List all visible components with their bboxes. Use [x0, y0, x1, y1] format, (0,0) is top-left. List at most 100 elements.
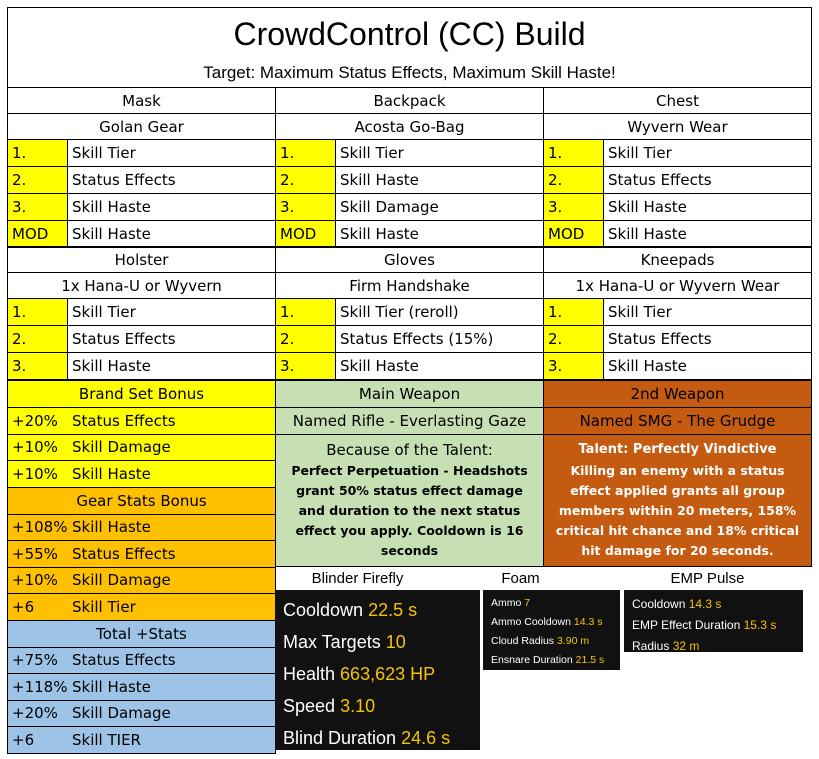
- attribute-rank: 2.: [275, 166, 336, 194]
- gear-slot: Chest: [543, 87, 812, 114]
- weapon-name: Named Rifle - Everlasting Gaze: [275, 407, 544, 435]
- bonus-stat: Skill TIER: [72, 730, 141, 749]
- attribute-rank: 3.: [275, 193, 336, 221]
- attribute-rank: 1.: [275, 139, 336, 167]
- attribute-stat: Skill Haste: [335, 352, 544, 380]
- gear-name: Acosta Go-Bag: [275, 113, 544, 140]
- gear-slot: Mask: [7, 87, 276, 114]
- attribute-stat: Status Effects: [603, 166, 812, 194]
- stat-label: Cloud Radius: [491, 635, 555, 647]
- bonus-row: +6 Skill TIER: [7, 726, 276, 754]
- attribute-stat: Skill Haste: [603, 220, 812, 248]
- skill-stats: Ammo 7 Ammo Cooldown 14.3 s Cloud Radius 3…: [483, 590, 620, 670]
- bonus-amount: +20%: [12, 411, 58, 430]
- skill-stat: Cooldown 22.5 s: [283, 594, 472, 626]
- attribute-stat: Skill Haste: [603, 352, 812, 380]
- attribute-stat: Skill Haste: [335, 220, 544, 248]
- attribute-rank: 2.: [7, 166, 68, 194]
- attribute-rank: 1.: [275, 298, 336, 326]
- stat-value: 14.3 s: [688, 597, 722, 611]
- bonus-title: Total +Stats: [7, 619, 276, 648]
- attribute-stat: Skill Haste: [67, 193, 276, 221]
- skill-stat: Ammo 7: [491, 594, 612, 613]
- gear-name: 1x Hana-U or Wyvern: [7, 272, 276, 299]
- bonus-amount: +6: [12, 597, 35, 616]
- bonus-amount: +10%: [12, 438, 58, 457]
- skill-stats: Cooldown 14.3 s EMP Effect Duration 15.3 …: [624, 590, 803, 653]
- attribute-stat: Skill Tier: [335, 139, 544, 167]
- bonus-row: +118% Skill Haste: [7, 673, 276, 701]
- talent-text: Perfect Perpetuation - Headshots grant 5…: [291, 463, 528, 558]
- attribute-stat: Status Effects (15%): [335, 325, 544, 353]
- attribute-stat: Skill Haste: [603, 193, 812, 221]
- bonus-row: +10% Skill Damage: [7, 433, 276, 461]
- talent-title: Talent: Perfectly Vindictive: [578, 442, 777, 457]
- stat-value: 7: [524, 597, 531, 609]
- bonus-stat: Skill Damage: [72, 438, 171, 457]
- bonus-row: +75% Status Effects: [7, 646, 276, 674]
- bonus-amount: +118%: [12, 677, 68, 696]
- bonus-row: +20% Skill Damage: [7, 699, 276, 727]
- gear-name: Golan Gear: [7, 113, 276, 140]
- attribute-rank: 2.: [543, 166, 604, 194]
- attribute-stat: Skill Damage: [335, 193, 544, 221]
- stat-value: 10: [385, 632, 406, 652]
- weapon-talent: Because of the Talent: Perfect Perpetuati…: [275, 434, 544, 567]
- skill-name: Foam: [501, 570, 540, 587]
- attribute-rank: 1.: [7, 298, 68, 326]
- bonus-stat: Status Effects: [72, 544, 176, 563]
- bonus-amount: +108%: [12, 518, 68, 537]
- skill-stat: Cooldown 14.3 s: [632, 594, 795, 615]
- stat-value: 24.6 s: [401, 728, 451, 748]
- attribute-rank: 2.: [275, 325, 336, 353]
- weapon-name: Named SMG - The Grudge: [543, 407, 812, 435]
- weapon-title: Main Weapon: [275, 380, 544, 408]
- attribute-rank: 3.: [543, 193, 604, 221]
- attribute-rank: 1.: [7, 139, 68, 167]
- gear-name: Wyvern Wear: [543, 113, 812, 140]
- bonus-stat: Skill Haste: [72, 677, 151, 696]
- bonus-row: +6 Skill Tier: [7, 593, 276, 621]
- stat-label: EMP Effect Duration: [632, 618, 741, 632]
- attribute-stat: Skill Haste: [335, 166, 544, 194]
- stat-label: Blind Duration: [283, 728, 397, 748]
- skill-stat: Health 663,623 HP: [283, 658, 472, 690]
- skill-stat: EMP Effect Duration 15.3 s: [632, 615, 795, 636]
- attribute-stat: Skill Haste: [67, 352, 276, 380]
- stat-label: Health: [283, 664, 336, 684]
- bonus-amount: +20%: [12, 704, 58, 723]
- attribute-rank: 3.: [7, 352, 68, 380]
- attribute-stat: Skill Tier: [67, 139, 276, 167]
- gear-name: Firm Handshake: [275, 272, 544, 299]
- attribute-rank: MOD: [543, 220, 604, 248]
- skill-stat: Blind Duration 24.6 s: [283, 722, 472, 754]
- talent-title: Because of the Talent:: [326, 441, 493, 459]
- attribute-stat: Skill Tier: [67, 298, 276, 326]
- bonus-stat: Skill Haste: [72, 464, 151, 483]
- weapon-title: 2nd Weapon: [543, 380, 812, 408]
- subtitle: Target: Maximum Status Effects, Maximum …: [7, 58, 812, 88]
- stat-value: 3.10: [340, 696, 376, 716]
- stat-label: Cooldown: [283, 600, 364, 620]
- bonus-amount: +6: [12, 730, 35, 749]
- stat-value: 22.5 s: [368, 600, 418, 620]
- attribute-rank: 3.: [543, 352, 604, 380]
- bonus-amount: +10%: [12, 571, 58, 590]
- bonus-row: +20% Status Effects: [7, 407, 276, 435]
- bonus-stat: Status Effects: [72, 411, 176, 430]
- bonus-row: +10% Skill Haste: [7, 460, 276, 488]
- skill-stat: Ammo Cooldown 14.3 s: [491, 613, 612, 632]
- skill-stat: Max Targets 10: [283, 626, 472, 658]
- attribute-rank: 2.: [543, 325, 604, 353]
- stat-value: 15.3 s: [743, 618, 777, 632]
- bonus-row: +10% Skill Damage: [7, 566, 276, 594]
- attribute-rank: 2.: [7, 325, 68, 353]
- skill-stat: Speed 3.10: [283, 690, 472, 722]
- skill-stats: Cooldown 22.5 s Max Targets 10 Health 663,…: [275, 590, 480, 750]
- stat-label: Speed: [283, 696, 336, 716]
- attribute-rank: MOD: [7, 220, 68, 248]
- skill-stat: Radius 32 m: [632, 636, 795, 657]
- skill-name: Blinder Firefly: [311, 570, 404, 587]
- skill-stat: Cloud Radius 3.90 m: [491, 632, 612, 651]
- attribute-rank: 1.: [543, 298, 604, 326]
